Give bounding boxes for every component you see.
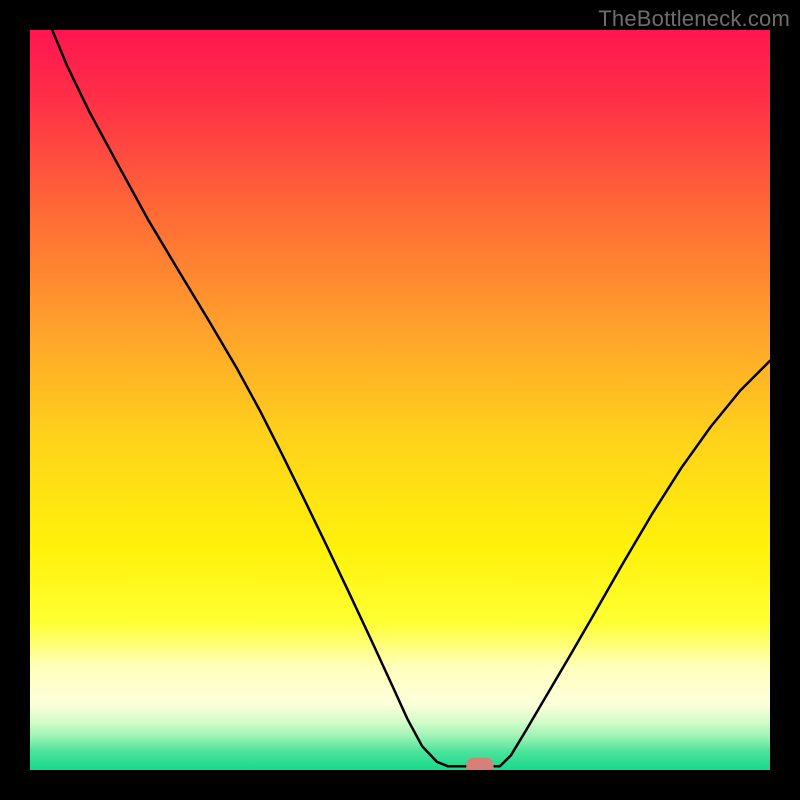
chart-frame: TheBottleneck.com bbox=[0, 0, 800, 800]
gradient-background bbox=[30, 30, 770, 770]
watermark-text: TheBottleneck.com bbox=[598, 6, 790, 32]
min-marker bbox=[466, 758, 493, 770]
plot-svg bbox=[30, 30, 770, 770]
plot-area bbox=[30, 30, 770, 770]
